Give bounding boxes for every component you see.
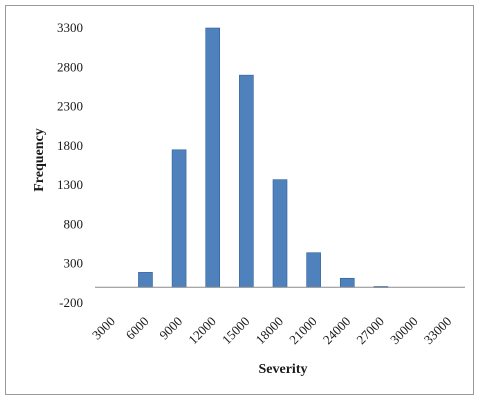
- x-tick-label: 12000: [185, 314, 219, 348]
- x-axis-ticks: 3000 6000 9000 12000 15000 18000 21000 24000 270…: [89, 314, 454, 348]
- bars: [138, 27, 389, 288]
- y-tick-label: 800: [64, 216, 84, 231]
- bar: [138, 272, 153, 288]
- y-axis-ticks: 3300 2800 2300 1800 1300 800 300 -200: [57, 20, 83, 310]
- x-tick-label: 21000: [286, 314, 320, 348]
- bar: [239, 74, 254, 288]
- x-tick-label: 30000: [387, 314, 421, 348]
- y-tick-label: 1300: [57, 177, 83, 192]
- y-tick-label: 1800: [57, 138, 83, 153]
- bar: [171, 149, 187, 288]
- x-tick-label: 9000: [156, 314, 185, 343]
- x-tick-label: 18000: [253, 314, 287, 348]
- bar: [306, 252, 321, 288]
- bar: [272, 179, 288, 288]
- y-tick-label: 300: [64, 256, 84, 271]
- x-axis-title: Severity: [259, 362, 308, 377]
- bar: [205, 27, 221, 288]
- y-tick-label: -200: [59, 295, 83, 310]
- x-tick-label: 33000: [421, 314, 455, 348]
- x-tick-label: 15000: [219, 314, 253, 348]
- x-tick-label: 6000: [123, 314, 152, 343]
- y-tick-label: 2300: [57, 99, 83, 114]
- x-tick-label: 24000: [320, 314, 354, 348]
- y-axis-title: Frequency: [32, 128, 47, 192]
- y-tick-label: 3300: [57, 20, 83, 35]
- y-tick-label: 2800: [57, 59, 83, 74]
- x-tick-label: 27000: [353, 314, 387, 348]
- bar: [339, 277, 355, 288]
- x-tick-label: 3000: [89, 314, 118, 343]
